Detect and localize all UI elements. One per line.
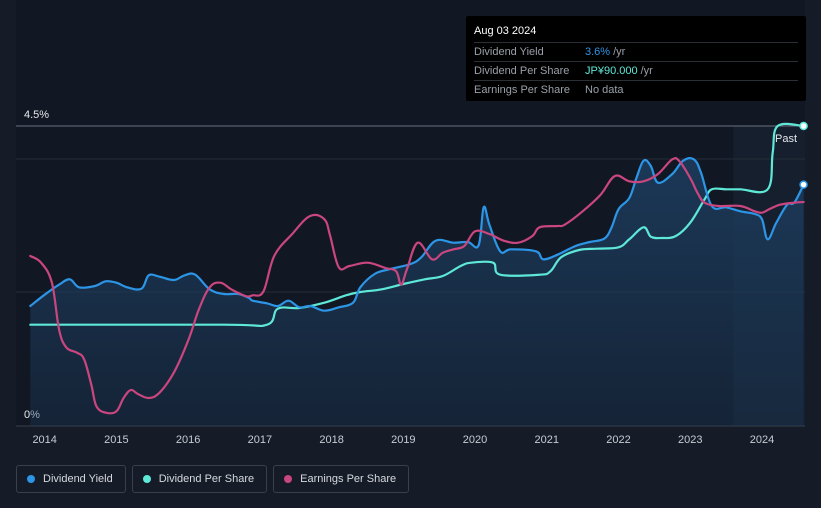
past-label: Past: [775, 133, 797, 145]
legend: Dividend Yield Dividend Per Share Earnin…: [16, 465, 410, 493]
x-tick-label: 2024: [750, 434, 774, 446]
x-tick-label: 2021: [535, 434, 559, 446]
x-tick-label: 2018: [319, 434, 343, 446]
dividend-yield-area: [30, 158, 804, 426]
x-tick-label: 2023: [678, 434, 702, 446]
x-tick-label: 2017: [248, 434, 272, 446]
dividend-yield-endpoint: [799, 180, 808, 189]
legend-label: Earnings Per Share: [300, 473, 397, 485]
x-tick-label: 2020: [463, 434, 487, 446]
tooltip-label: Earnings Per Share: [474, 84, 570, 96]
dividend-per-share-endpoint: [799, 121, 808, 131]
x-tick-label: 2022: [606, 434, 630, 446]
legend-label: Dividend Per Share: [158, 473, 255, 485]
legend-item-dividend-yield[interactable]: Dividend Yield: [16, 465, 126, 493]
dividend-yield-line: [29, 157, 805, 312]
tooltip-value: 3.6%/yr: [585, 46, 626, 58]
circle-icon: [27, 475, 35, 483]
tooltip-date: Aug 03 2024: [474, 22, 798, 43]
y-tick-label-top: 4.5%: [24, 109, 49, 121]
dividend-per-share-line: [29, 122, 805, 328]
x-tick-label: 2019: [391, 434, 415, 446]
tooltip: Aug 03 2024 Dividend Yield 3.6%/yr Divid…: [466, 16, 806, 101]
tooltip-row-dividend-yield: Dividend Yield 3.6%/yr: [474, 43, 798, 62]
circle-icon: [284, 475, 293, 483]
x-tick-label: 2014: [32, 434, 56, 446]
circle-icon: [142, 475, 151, 483]
tooltip-value: No data: [585, 84, 624, 96]
tooltip-label: Dividend Per Share: [474, 65, 570, 77]
legend-label: Dividend Yield: [43, 473, 113, 485]
x-tick-label: 2016: [176, 434, 200, 446]
tooltip-row-dividend-per-share: Dividend Per Share JP¥90.000/yr: [474, 62, 798, 81]
tooltip-value: JP¥90.000/yr: [585, 65, 653, 77]
tooltip-row-earnings-per-share: Earnings Per Share No data: [474, 81, 798, 99]
legend-item-dividend-per-share[interactable]: Dividend Per Share: [131, 465, 268, 493]
earnings-per-share-line: [29, 157, 805, 415]
legend-item-earnings-per-share[interactable]: Earnings Per Share: [273, 465, 410, 493]
x-tick-label: 2015: [104, 434, 128, 446]
tooltip-label: Dividend Yield: [474, 46, 544, 58]
